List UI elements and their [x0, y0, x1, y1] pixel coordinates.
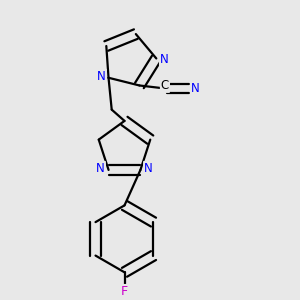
- Text: C: C: [161, 79, 169, 92]
- Text: F: F: [121, 285, 128, 298]
- Text: N: N: [160, 53, 169, 66]
- Text: N: N: [144, 162, 153, 175]
- Text: N: N: [96, 162, 105, 175]
- Text: N: N: [191, 82, 200, 95]
- Text: N: N: [97, 70, 106, 83]
